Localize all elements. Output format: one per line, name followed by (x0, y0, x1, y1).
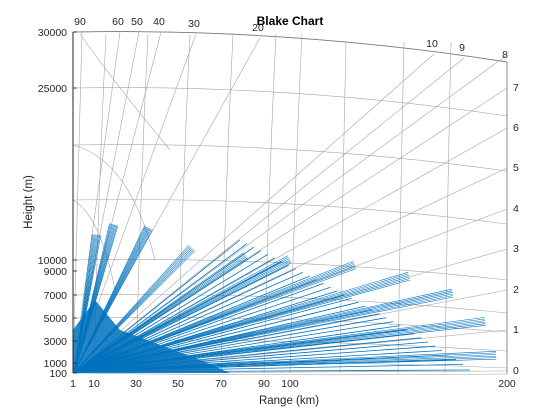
elevation-angle-label: 5 (513, 162, 519, 174)
y-tick-label: 5000 (44, 313, 68, 325)
y-tick-label: 30000 (38, 27, 67, 39)
elevation-angle-label: 40 (153, 16, 165, 28)
x-tick-labels: 1 10 30 50 70 90 100 200 (70, 378, 516, 390)
curved-guide (72, 199, 116, 291)
x-tick-label: 100 (281, 378, 299, 390)
curved-guide (72, 144, 156, 261)
coverage-lobes (73, 223, 497, 373)
x-tick-label: 70 (215, 378, 227, 390)
elevation-angle-label: 9 (459, 42, 465, 54)
range-gridline (177, 33, 191, 374)
curved-guide (79, 33, 171, 151)
height-gridline (72, 87, 508, 117)
elevation-angle-label: 6 (513, 122, 519, 134)
x-axis-label: Range (km) (259, 395, 319, 407)
height-gridline (72, 294, 508, 314)
y-tick-label: 1000 (44, 358, 68, 370)
elevation-angle-label: 2 (513, 284, 519, 296)
top-boundary-curve (72, 31, 508, 63)
elevation-gridline (72, 53, 435, 374)
range-gridline (444, 41, 452, 374)
x-tick-label: 30 (130, 378, 142, 390)
y-tick-label: 3000 (44, 336, 68, 348)
baseline (72, 372, 508, 376)
elevation-angle-label: 60 (112, 16, 124, 28)
y-tick-label: 9000 (44, 266, 68, 278)
x-tick-label: 90 (258, 378, 270, 390)
y-tick-label: 25000 (38, 83, 67, 95)
elevation-angle-label: 8 (502, 49, 508, 61)
elevation-angle-label: 7 (513, 82, 519, 94)
height-gridline (72, 199, 508, 225)
y-axis-label: Height (m) (23, 175, 35, 229)
elevation-gridline (72, 57, 465, 374)
x-tick-label: 10 (88, 378, 100, 390)
elevation-angle-label: 4 (513, 203, 519, 215)
elevation-angle-label: 20 (252, 22, 264, 34)
y-tick-label: 100 (49, 368, 67, 380)
y-tick-label: 7000 (44, 290, 68, 302)
near-origin-coverage (73, 300, 230, 373)
x-tick-label: 1 (70, 378, 76, 390)
height-gridline (72, 316, 508, 333)
elevation-angle-label: 30 (188, 18, 200, 30)
range-gridline (263, 33, 277, 374)
elevation-gridline (72, 31, 121, 374)
x-tick-label: 200 (498, 378, 516, 390)
elevation-gridline (72, 31, 83, 374)
x-tick-label: 50 (172, 378, 184, 390)
y-tick-label: 10000 (38, 255, 67, 267)
elevation-gridline (72, 54, 508, 374)
elevation-angle-label: 0 (513, 365, 519, 377)
elevation-angle-label: 3 (513, 243, 519, 255)
elevation-angle-label: 10 (426, 38, 438, 50)
elevation-angle-label: 1 (513, 324, 519, 336)
range-gridline (339, 41, 347, 374)
chart-title: Blake Chart (257, 14, 324, 28)
elevation-angle-label: 90 (74, 16, 86, 28)
elevation-angle-label: 50 (131, 16, 143, 28)
